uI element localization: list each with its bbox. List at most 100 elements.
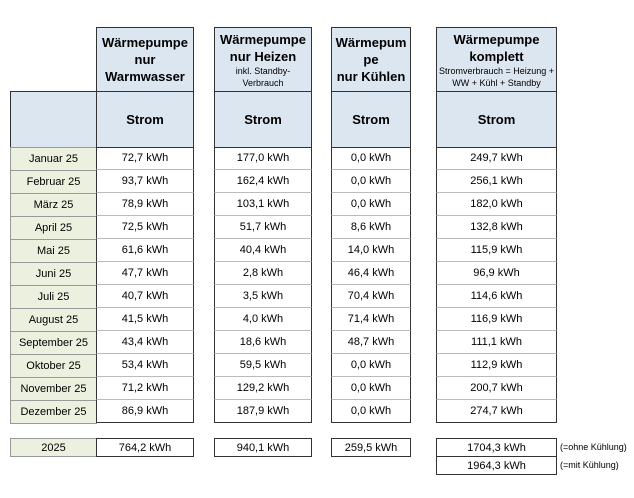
month-cell: Januar 25 [10, 147, 97, 171]
unit-label: Strom [126, 112, 164, 127]
value: 53,4 kWh [121, 359, 169, 371]
value: 177,0 kWh [236, 152, 290, 164]
value-cell: 46,4 kWh [331, 262, 411, 285]
value: 0,0 kWh [350, 198, 392, 210]
note-text: (=ohne Kühlung) [560, 442, 627, 452]
value-cell: 70,4 kWh [331, 285, 411, 308]
month-cell: Dezember 25 [10, 400, 97, 424]
month-label: November 25 [20, 383, 87, 395]
header-title: Wärmepumpe [220, 31, 306, 47]
value: 40,7 kWh [121, 290, 169, 302]
value-cell: 256,1 kWh [436, 170, 557, 193]
value-cell: 112,9 kWh [436, 354, 557, 377]
total-cell: 1704,3 kWh [436, 438, 557, 457]
unit-header: Strom [96, 91, 194, 148]
unit-label: Strom [477, 112, 516, 127]
value-cell: 43,4 kWh [96, 331, 194, 354]
value: 59,5 kWh [239, 359, 287, 371]
month-label: April 25 [34, 222, 73, 234]
value: 256,1 kWh [470, 175, 523, 187]
header-title: nur [134, 52, 156, 67]
value: 72,5 kWh [121, 221, 169, 233]
month-cell: Oktober 25 [10, 354, 97, 378]
value-cell: 61,6 kWh [96, 239, 194, 262]
value-cell: 114,6 kWh [436, 285, 557, 308]
value-cell: 111,1 kWh [436, 331, 557, 354]
value: 2,8 kWh [242, 267, 284, 279]
value: 187,9 kWh [236, 405, 290, 417]
month-label: März 25 [33, 199, 74, 211]
header-note: inkl. Standby- [235, 65, 291, 76]
value-cell: 177,0 kWh [214, 147, 312, 170]
month-label: Oktober 25 [26, 360, 81, 372]
header-title: Wärmepum [335, 35, 407, 50]
value: 14,0 kWh [347, 244, 395, 256]
value: 3,5 kWh [242, 290, 284, 302]
extra-total-note: (=mit Kühlung) [560, 460, 634, 472]
unit-label: Strom [352, 112, 390, 127]
value-cell: 129,2 kWh [214, 377, 312, 400]
value-cell: 103,1 kWh [214, 193, 312, 216]
header-note: WW + Kühl + Standby [452, 77, 541, 88]
value-cell: 72,5 kWh [96, 216, 194, 239]
value: 46,4 kWh [347, 267, 395, 279]
value-cell: 71,4 kWh [331, 308, 411, 331]
value: 40,4 kWh [239, 244, 287, 256]
value-cell: 274,7 kWh [436, 400, 557, 423]
unit-header: Strom [331, 91, 411, 148]
value-cell: 41,5 kWh [96, 308, 194, 331]
value-cell: 53,4 kWh [96, 354, 194, 377]
value: 116,9 kWh [470, 313, 523, 325]
header-title: Warmwasser [105, 69, 185, 84]
value-cell: 4,0 kWh [214, 308, 312, 331]
value: 8,6 kWh [350, 221, 392, 233]
value: 61,6 kWh [121, 244, 169, 256]
value-cell: 40,7 kWh [96, 285, 194, 308]
value-cell: 162,4 kWh [214, 170, 312, 193]
value-cell: 0,0 kWh [331, 147, 411, 170]
month-cell: Juli 25 [10, 285, 97, 309]
month-cell: April 25 [10, 216, 97, 240]
total-note: (=ohne Kühlung) [560, 442, 634, 454]
value-cell: 0,0 kWh [331, 354, 411, 377]
value-cell: 14,0 kWh [331, 239, 411, 262]
total-cell: 940,1 kWh [214, 438, 312, 457]
value: 132,8 kWh [470, 221, 523, 233]
value-cell: 249,7 kWh [436, 147, 557, 170]
month-cell: Februar 25 [10, 170, 97, 194]
value: 115,9 kWh [470, 244, 523, 256]
month-label: Mai 25 [36, 245, 71, 257]
value-cell: 40,4 kWh [214, 239, 312, 262]
month-label: Juli 25 [37, 291, 70, 303]
month-cell: September 25 [10, 331, 97, 355]
value-cell: 93,7 kWh [96, 170, 194, 193]
value-cell: 86,9 kWh [96, 400, 194, 423]
value: 103,1 kWh [236, 198, 290, 210]
value-cell: 116,9 kWh [436, 308, 557, 331]
value-cell: 48,7 kWh [331, 331, 411, 354]
total-value: 1704,3 kWh [467, 441, 526, 454]
unit-header: Strom [436, 91, 557, 148]
extra-total-value: 1964,3 kWh [467, 459, 526, 472]
value: 182,0 kWh [470, 198, 523, 210]
total-value: 940,1 kWh [236, 441, 290, 454]
month-label: September 25 [18, 337, 89, 349]
value-cell: 59,5 kWh [214, 354, 312, 377]
value: 162,4 kWh [236, 175, 290, 187]
value-cell: 200,7 kWh [436, 377, 557, 400]
value: 0,0 kWh [350, 152, 392, 164]
header-note: Stromverbrauch = Heizung + [438, 65, 555, 76]
value: 78,9 kWh [121, 198, 169, 210]
month-cell: Mai 25 [10, 239, 97, 263]
value-cell: 0,0 kWh [331, 377, 411, 400]
month-cell: Juni 25 [10, 262, 97, 286]
unit-label: Strom [244, 112, 282, 127]
value: 114,6 kWh [470, 290, 523, 302]
header-title: Wärmepumpe [453, 31, 540, 47]
header-title: nur Kühlen [336, 69, 406, 84]
value-cell: 182,0 kWh [436, 193, 557, 216]
value-cell: 0,0 kWh [331, 170, 411, 193]
value-cell: 78,9 kWh [96, 193, 194, 216]
total-label-cell: 2025 [10, 438, 97, 457]
